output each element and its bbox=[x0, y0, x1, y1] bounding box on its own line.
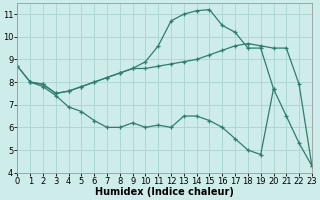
X-axis label: Humidex (Indice chaleur): Humidex (Indice chaleur) bbox=[95, 187, 234, 197]
